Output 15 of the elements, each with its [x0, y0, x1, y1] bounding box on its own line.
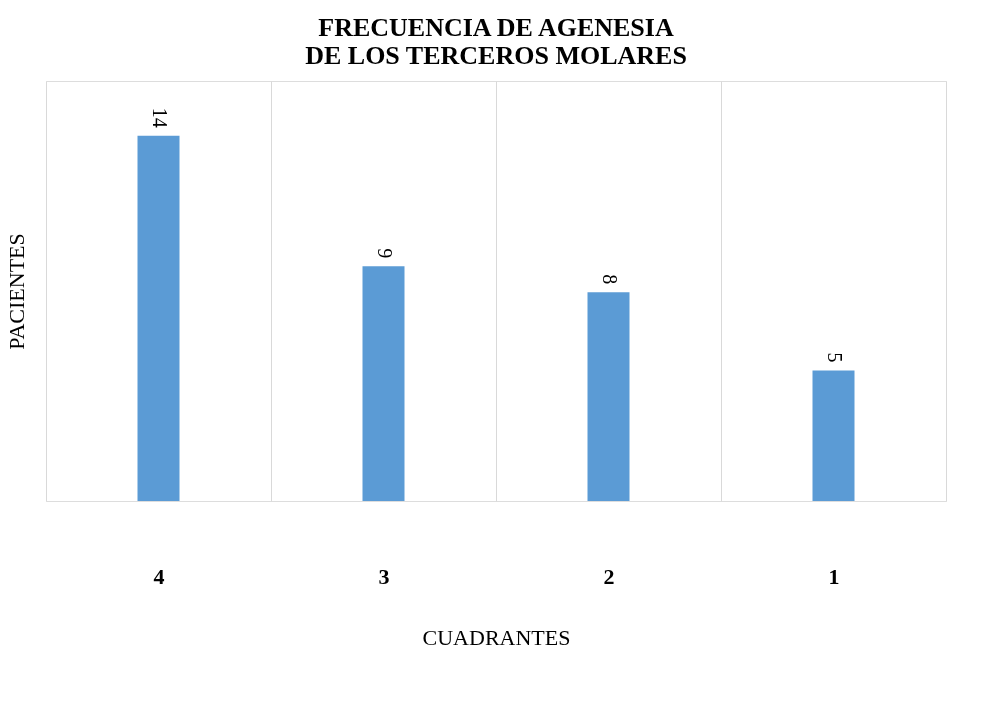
data-label: 5 — [823, 352, 846, 363]
x-axis-title: CUADRANTES — [422, 624, 571, 650]
chart-title: FRECUENCIA DE AGENESIA DE LOS TERCEROS MOLARES — [305, 13, 687, 70]
bar — [137, 135, 180, 501]
x-tick-label: 2 — [603, 563, 615, 589]
bar — [812, 370, 855, 501]
bar — [362, 266, 405, 501]
x-tick-label: 3 — [378, 563, 390, 589]
y-axis-title: PACIENTES — [3, 233, 29, 350]
data-label: 14 — [148, 107, 171, 128]
x-tick-label: 1 — [828, 563, 840, 589]
x-tick-label: 4 — [153, 563, 165, 589]
data-label: 9 — [373, 248, 396, 259]
bar — [587, 292, 630, 501]
data-label: 8 — [598, 274, 621, 285]
